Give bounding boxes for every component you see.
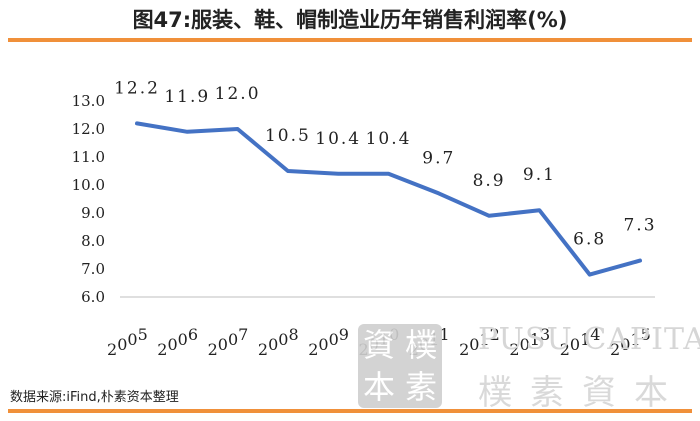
y-tick-label: 6.0 (81, 288, 105, 306)
data-label: 8.9 (473, 171, 506, 191)
y-tick-label: 10.0 (72, 176, 105, 194)
x-tick-label: 2009 (308, 325, 349, 359)
seal-char: 樸 (404, 326, 437, 364)
x-tick-label: 2008 (258, 325, 299, 359)
data-label: 9.7 (422, 148, 455, 168)
watermark-brand: PUSU CAPITAL (478, 322, 700, 357)
data-label: 10.5 (265, 126, 311, 146)
watermark-seal: 資 樸 本 素 (358, 324, 442, 408)
x-tick-label: 2014 (560, 325, 601, 359)
source-note: 数据来源:iFind,朴素资本整理 (10, 390, 179, 405)
x-tick-label: 2005 (107, 325, 148, 359)
data-label: 10.4 (315, 129, 361, 149)
y-tick-label: 8.0 (81, 232, 105, 250)
data-label: 6.8 (573, 230, 606, 250)
x-tick-label: 2012 (459, 325, 500, 359)
chart-title: 图47:服装、鞋、帽制造业历年销售利润率(%) (132, 8, 568, 32)
seal-char: 素 (404, 368, 437, 406)
watermark-brand-cn: 樸素資本 (478, 373, 686, 413)
y-tick-label: 13.0 (72, 92, 105, 110)
y-tick-label: 12.0 (72, 120, 105, 138)
x-tick-label: 2013 (509, 325, 550, 359)
data-label: 11.9 (164, 87, 210, 107)
data-label: 9.1 (523, 165, 556, 185)
x-tick-label: 2006 (157, 325, 198, 359)
seal-char: 資 (362, 326, 395, 364)
series-line (135, 121, 642, 277)
bottom-rule (8, 409, 692, 413)
x-tick-label: 2007 (208, 325, 249, 359)
data-label: 12.0 (215, 84, 261, 104)
y-axis: 13.0 12.0 11.0 10.0 9.0 8.0 7.0 6.0 (72, 92, 105, 306)
data-label: 10.4 (366, 129, 412, 149)
top-rule (8, 38, 692, 42)
data-label: 7.3 (623, 216, 656, 236)
data-labels: 12.2 11.9 12.010.5 10.4 10.49.78.9 9.16.87.3 (114, 78, 656, 250)
y-tick-label: 11.0 (72, 148, 105, 166)
x-tick-label: 2015 (610, 325, 651, 359)
seal-char: 本 (362, 368, 395, 406)
data-label: 12.2 (114, 78, 160, 98)
y-tick-label: 9.0 (81, 204, 105, 222)
y-tick-label: 7.0 (81, 260, 105, 278)
